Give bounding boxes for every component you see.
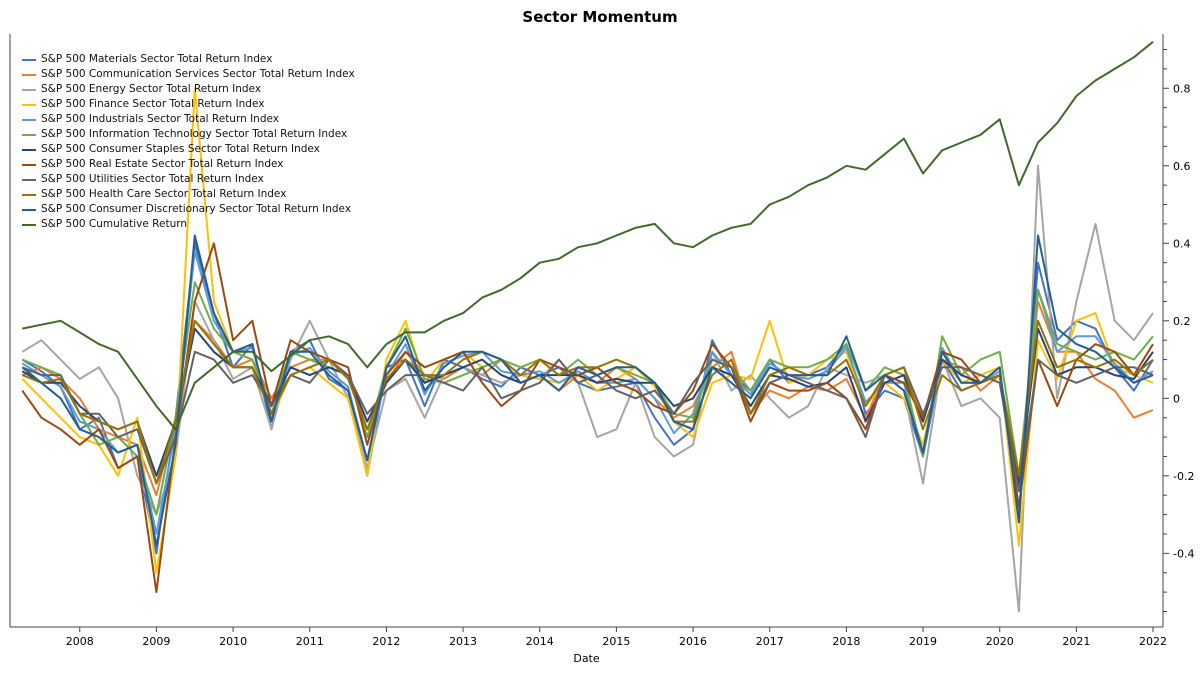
x-axis-label: Date — [573, 652, 600, 665]
y-tick-label: 0 — [1173, 392, 1180, 405]
legend-item: S&P 500 Information Technology Sector To… — [22, 127, 355, 142]
series-line-0 — [21, 242, 1154, 555]
x-tick-label: 2011 — [296, 635, 324, 648]
legend-label: S&P 500 Information Technology Sector To… — [41, 128, 348, 140]
y-tick-label: -0.4 — [1173, 547, 1194, 560]
legend-swatch — [22, 193, 36, 196]
legend-label: S&P 500 Consumer Staples Sector Total Re… — [41, 143, 320, 155]
series-line-11 — [22, 41, 1154, 431]
x-tick-label: 2022 — [1139, 635, 1167, 648]
x-tick-label: 2014 — [526, 635, 554, 648]
x-tick-label: 2015 — [602, 635, 630, 648]
x-tick-label: 2016 — [679, 635, 707, 648]
legend: S&P 500 Materials Sector Total Return In… — [22, 52, 355, 232]
series-line-2 — [21, 164, 1154, 613]
series-line-9 — [21, 319, 1154, 485]
legend-label: S&P 500 Consumer Discretionary Sector To… — [41, 203, 352, 215]
legend-swatch — [22, 133, 36, 136]
legend-label: S&P 500 Cumulative Return — [41, 218, 188, 230]
legend-swatch — [22, 88, 36, 91]
legend-swatch — [22, 223, 36, 226]
legend-label: S&P 500 Energy Sector Total Return Index — [41, 83, 262, 95]
y-tick-label: -0.2 — [1173, 470, 1194, 483]
legend-label: S&P 500 Finance Sector Total Return Inde… — [41, 98, 265, 110]
legend-label: S&P 500 Utilities Sector Total Return In… — [41, 173, 264, 185]
series-line-6 — [21, 327, 1154, 485]
legend-label: S&P 500 Health Care Sector Total Return … — [41, 188, 287, 200]
y-tick-label: 0.6 — [1173, 160, 1191, 173]
x-tick-label: 2013 — [449, 635, 477, 648]
x-tick-label: 2020 — [986, 635, 1014, 648]
series-line-4 — [21, 250, 1154, 535]
legend-item: S&P 500 Consumer Staples Sector Total Re… — [22, 142, 355, 157]
legend-swatch — [22, 163, 36, 166]
x-tick-label: 2009 — [142, 635, 170, 648]
y-tick-label: 0.8 — [1173, 82, 1191, 95]
y-tick-label: 0.4 — [1173, 237, 1191, 250]
legend-label: S&P 500 Industrials Sector Total Return … — [41, 113, 279, 125]
series-line-10 — [21, 234, 1154, 547]
x-tick-label: 2018 — [832, 635, 860, 648]
legend-item: S&P 500 Utilities Sector Total Return In… — [22, 172, 355, 187]
series-line-3 — [21, 87, 1154, 574]
x-tick-label: 2017 — [756, 635, 784, 648]
legend-item: S&P 500 Real Estate Sector Total Return … — [22, 157, 355, 172]
x-tick-label: 2008 — [66, 635, 94, 648]
x-tick-label: 2012 — [372, 635, 400, 648]
legend-swatch — [22, 178, 36, 181]
series-line-8 — [21, 350, 1154, 493]
legend-item: S&P 500 Cumulative Return — [22, 217, 355, 232]
legend-item: S&P 500 Health Care Sector Total Return … — [22, 187, 355, 202]
legend-swatch — [22, 148, 36, 151]
x-tick-label: 2019 — [909, 635, 937, 648]
legend-swatch — [22, 118, 36, 121]
legend-item: S&P 500 Materials Sector Total Return In… — [22, 52, 355, 67]
legend-swatch — [22, 208, 36, 211]
legend-label: S&P 500 Real Estate Sector Total Return … — [41, 158, 284, 170]
legend-label: S&P 500 Materials Sector Total Return In… — [41, 53, 273, 65]
legend-item: S&P 500 Communication Services Sector To… — [22, 67, 355, 82]
chart-title: Sector Momentum — [522, 8, 678, 26]
legend-item: S&P 500 Energy Sector Total Return Index — [22, 82, 355, 97]
legend-swatch — [22, 58, 36, 61]
x-tick-label: 2021 — [1062, 635, 1090, 648]
legend-swatch — [22, 73, 36, 76]
y-tick-label: 0.2 — [1173, 315, 1191, 328]
legend-swatch — [22, 103, 36, 106]
legend-item: S&P 500 Consumer Discretionary Sector To… — [22, 202, 355, 217]
x-tick-label: 2010 — [219, 635, 247, 648]
legend-item: S&P 500 Industrials Sector Total Return … — [22, 112, 355, 127]
legend-label: S&P 500 Communication Services Sector To… — [41, 68, 355, 80]
legend-item: S&P 500 Finance Sector Total Return Inde… — [22, 97, 355, 112]
